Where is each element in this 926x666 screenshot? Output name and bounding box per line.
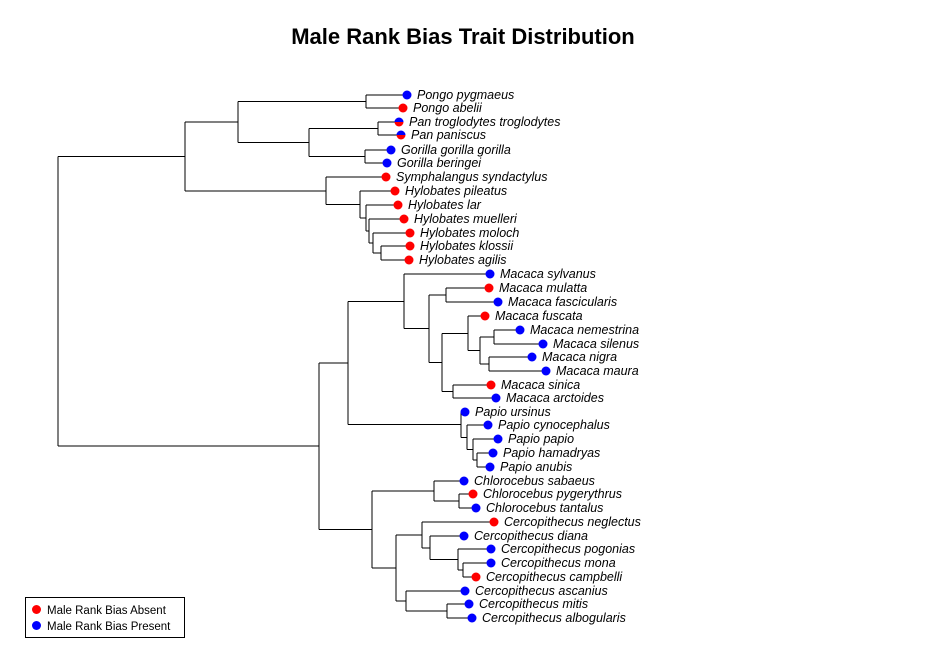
tip-label: Pan troglodytes troglodytes [409, 115, 560, 129]
tip-dot [460, 586, 470, 596]
tip-label: Macaca sylvanus [500, 267, 596, 281]
tip-dot [486, 544, 496, 554]
tip-label: Macaca maura [556, 364, 639, 378]
legend-item-present: Male Rank Bias Present [32, 620, 170, 634]
tip-label: Cercopithecus ascanius [475, 584, 608, 598]
tip-label: Cercopithecus albogularis [482, 611, 626, 625]
tip-label: Cercopithecus diana [474, 529, 588, 543]
tip-label: Macaca nemestrina [530, 323, 639, 337]
tip-dot [399, 214, 409, 224]
tip-label: Macaca arctoides [506, 391, 604, 405]
tip-label: Symphalangus syndactylus [396, 170, 547, 184]
tip-dot [390, 186, 400, 196]
tip-dot-present-half [396, 130, 406, 135]
tip-dot [459, 531, 469, 541]
tip-dot-present-half [394, 117, 404, 122]
tip-dot [386, 145, 396, 155]
tip-label: Macaca mulatta [499, 281, 587, 295]
tip-dot [483, 420, 493, 430]
tip-label: Chlorocebus sabaeus [474, 474, 595, 488]
tip-dot [393, 200, 403, 210]
tip-label: Cercopithecus neglectus [504, 515, 641, 529]
tip-dot [493, 297, 503, 307]
tip-dot [381, 172, 391, 182]
tip-dot [488, 448, 498, 458]
tip-label: Cercopithecus pogonias [501, 542, 635, 556]
tip-label: Cercopithecus mitis [479, 597, 588, 611]
tip-label: Papio cynocephalus [498, 418, 610, 432]
tip-dot [468, 489, 478, 499]
tip-dot [485, 462, 495, 472]
tip-dot [538, 339, 548, 349]
tip-dot [491, 393, 501, 403]
tip-dot [471, 572, 481, 582]
tip-dot [486, 380, 496, 390]
tip-dot [485, 269, 495, 279]
tip-label: Papio papio [508, 432, 574, 446]
tip-dot [402, 90, 412, 100]
tip-label: Hylobates pileatus [405, 184, 507, 198]
tip-label: Pongo pygmaeus [417, 88, 514, 102]
tip-dot [404, 255, 414, 265]
tip-label: Cercopithecus mona [501, 556, 616, 570]
tip-dot [493, 434, 503, 444]
tip-dot [459, 476, 469, 486]
legend-item-absent: Male Rank Bias Absent [32, 604, 166, 618]
tip-dot [405, 241, 415, 251]
tip-label: Papio ursinus [475, 405, 551, 419]
tip-label: Macaca sinica [501, 378, 580, 392]
tip-dot [489, 517, 499, 527]
tip-dot [460, 407, 470, 417]
tip-label: Hylobates agilis [419, 253, 507, 267]
tip-dot [467, 613, 477, 623]
tip-dot [471, 503, 481, 513]
tip-label: Hylobates lar [408, 198, 482, 212]
tip-label: Gorilla gorilla gorilla [401, 143, 511, 157]
tip-label: Pan paniscus [411, 128, 486, 142]
tip-label: Papio hamadryas [503, 446, 600, 460]
chart-title: Male Rank Bias Trait Distribution [291, 24, 635, 49]
tip-label: Macaca fuscata [495, 309, 583, 323]
tip-label: Gorilla beringei [397, 156, 482, 170]
legend-absent-label: Male Rank Bias Absent [47, 605, 166, 617]
tip-dot [484, 283, 494, 293]
tip-label: Hylobates klossii [420, 239, 514, 253]
tip-label: Chlorocebus pygerythrus [483, 487, 622, 501]
legend: Male Rank Bias Absent Male Rank Bias Pre… [25, 597, 185, 638]
tip-label: Pongo abelii [413, 101, 483, 115]
tip-label: Papio anubis [500, 460, 572, 474]
tip-label: Macaca fascicularis [508, 295, 617, 309]
tip-dot [541, 366, 551, 376]
tip-dot [486, 558, 496, 568]
legend-present-label: Male Rank Bias Present [47, 621, 171, 633]
tip-dot [382, 158, 392, 168]
tip-label: Chlorocebus tantalus [486, 501, 603, 515]
tip-dot-absent-half [396, 135, 406, 140]
tip-label: Hylobates moloch [420, 226, 519, 240]
tip-label: Macaca nigra [542, 350, 617, 364]
tip-dot [464, 599, 474, 609]
tip-dot [527, 352, 537, 362]
tip-label: Cercopithecus campbelli [486, 570, 623, 584]
tip-dot [405, 228, 415, 238]
tip-dot-absent-half [394, 122, 404, 127]
legend-absent-dot [32, 605, 41, 615]
tip-dot [515, 325, 525, 335]
tip-dot [480, 311, 490, 321]
tip-dot [398, 103, 408, 113]
tip-label: Hylobates muelleri [414, 212, 518, 226]
tip-label: Macaca silenus [553, 337, 639, 351]
legend-present-dot [32, 621, 41, 631]
